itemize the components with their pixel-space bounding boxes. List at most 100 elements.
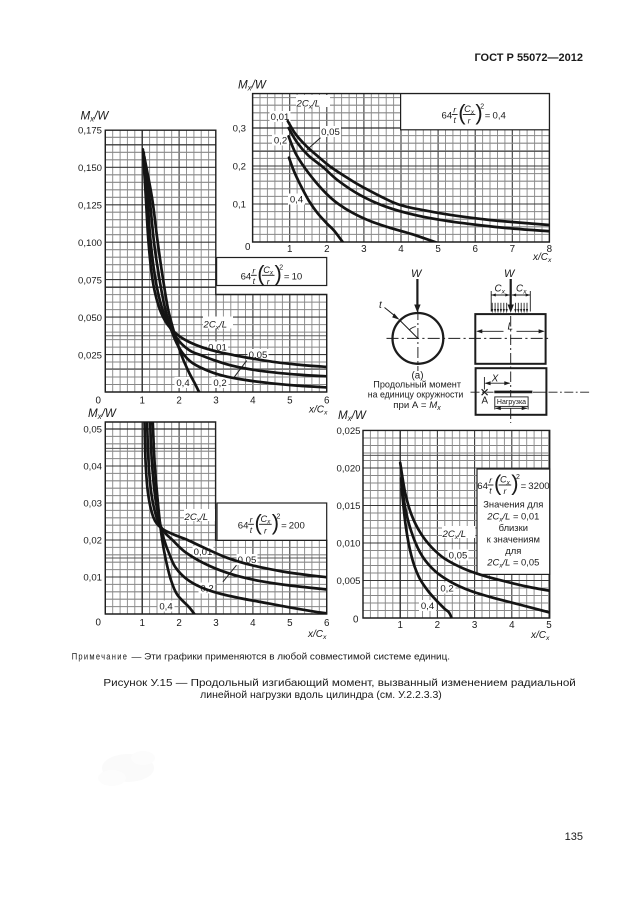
svg-text:0,1: 0,1 [233, 199, 246, 210]
svg-text:(а): (а) [412, 371, 424, 382]
svg-text:6: 6 [324, 396, 330, 407]
svg-text:к значениям: к значениям [487, 534, 540, 545]
svg-text:0,015: 0,015 [336, 501, 360, 512]
svg-text:2: 2 [435, 620, 440, 631]
svg-text:r: r [453, 105, 457, 115]
svg-text:Cx: Cx [260, 514, 271, 526]
svg-text:x/Cx: x/Cx [532, 252, 552, 264]
svg-text:Cx: Cx [263, 265, 274, 277]
svg-text:Нагрузка: Нагрузка [497, 399, 526, 406]
svg-text:t: t [253, 276, 256, 286]
svg-text:3: 3 [213, 396, 219, 407]
svg-text:r: r [252, 265, 256, 275]
svg-text:0: 0 [353, 615, 359, 626]
svg-text:r: r [503, 486, 507, 496]
svg-text:x/Cx: x/Cx [307, 629, 327, 641]
svg-text:t: t [454, 115, 457, 125]
svg-text:0,05: 0,05 [83, 424, 102, 435]
svg-text:0,3: 0,3 [233, 123, 246, 134]
svg-text:(: ( [494, 471, 502, 496]
svg-text:3: 3 [361, 244, 367, 255]
svg-text:): ) [275, 261, 282, 286]
svg-text:t: t [379, 300, 383, 311]
svg-text:64: 64 [238, 520, 249, 531]
svg-text:2: 2 [279, 265, 283, 272]
svg-text:X: X [491, 373, 499, 384]
svg-text:7: 7 [510, 244, 515, 255]
svg-text:0: 0 [96, 618, 102, 629]
svg-text:0,020: 0,020 [336, 463, 360, 474]
svg-text:): ) [272, 510, 279, 535]
svg-text:0,4: 0,4 [159, 602, 173, 613]
svg-text:5: 5 [287, 396, 293, 407]
svg-text:0,025: 0,025 [336, 426, 360, 437]
svg-text:ГОСТ Р 55072—2012: ГОСТ Р 55072—2012 [474, 52, 583, 64]
svg-text:x/Cx: x/Cx [530, 630, 550, 642]
svg-text:0,050: 0,050 [78, 313, 102, 324]
svg-text:1: 1 [397, 620, 402, 631]
svg-text:1: 1 [287, 244, 292, 255]
svg-text:— Эти графики применяются в лю: — Эти графики применяются в любой совмес… [132, 652, 450, 662]
svg-text:64: 64 [241, 271, 252, 282]
svg-text:r: r [489, 475, 493, 485]
svg-text:0,02: 0,02 [83, 535, 102, 546]
svg-text:5: 5 [546, 620, 552, 631]
svg-text:=: = [521, 481, 527, 492]
svg-text:0,125: 0,125 [78, 201, 102, 212]
svg-text:0,4: 0,4 [176, 378, 190, 389]
svg-text:Cx: Cx [464, 104, 475, 116]
svg-text:для: для [505, 545, 521, 556]
svg-text:1: 1 [139, 396, 144, 407]
svg-text:135: 135 [565, 831, 583, 843]
svg-text:0,2: 0,2 [233, 161, 246, 172]
svg-text:3: 3 [472, 620, 478, 631]
svg-text:x/Cx: x/Cx [308, 405, 328, 417]
svg-text:Примечание: Примечание [72, 652, 129, 662]
svg-text:0,03: 0,03 [83, 498, 102, 509]
svg-text:0,05: 0,05 [321, 127, 340, 138]
svg-text:r: r [267, 276, 271, 286]
svg-text:2Cx/L = 0,05: 2Cx/L = 0,05 [486, 557, 539, 570]
svg-text:Mx/W: Mx/W [88, 407, 117, 421]
svg-text:0,2: 0,2 [440, 584, 453, 595]
svg-text:близки: близки [499, 522, 528, 533]
svg-text:2: 2 [324, 244, 329, 255]
svg-text:=: = [485, 111, 491, 122]
svg-text:при А = Mx: при А = Mx [393, 400, 441, 412]
svg-text:4: 4 [398, 244, 404, 255]
svg-text:2: 2 [480, 104, 484, 111]
svg-text:0,04: 0,04 [83, 461, 102, 472]
svg-text:2Cx/L: 2Cx/L [442, 529, 467, 541]
svg-text:2Cx/L: 2Cx/L [184, 512, 209, 524]
svg-text:(: ( [255, 510, 263, 535]
svg-text:0,100: 0,100 [78, 238, 102, 249]
svg-text:0,05: 0,05 [238, 555, 257, 566]
svg-text:64: 64 [477, 481, 488, 492]
svg-text:4: 4 [250, 618, 256, 629]
svg-text:2Cx/L: 2Cx/L [203, 320, 228, 332]
svg-text:8: 8 [547, 244, 553, 255]
svg-text:1: 1 [139, 618, 144, 629]
svg-text:0,175: 0,175 [78, 126, 102, 137]
svg-text:4: 4 [250, 396, 256, 407]
svg-text:0,01: 0,01 [271, 112, 290, 123]
svg-text:2: 2 [516, 474, 520, 481]
svg-text:0: 0 [96, 396, 102, 407]
svg-text:6: 6 [324, 618, 330, 629]
svg-text:0,005: 0,005 [336, 576, 360, 587]
svg-text:200: 200 [289, 520, 305, 531]
svg-text:0,01: 0,01 [208, 343, 227, 354]
svg-text:Продольный момент: Продольный момент [373, 380, 461, 391]
svg-text:): ) [475, 100, 482, 125]
svg-text:0,4: 0,4 [493, 111, 507, 122]
svg-text:3200: 3200 [528, 481, 549, 492]
svg-text:Mx/W: Mx/W [338, 409, 367, 423]
svg-text:(: ( [458, 100, 466, 125]
svg-text:t: t [250, 525, 253, 535]
svg-text:0,2: 0,2 [213, 378, 226, 389]
svg-text:0,150: 0,150 [78, 163, 102, 174]
svg-text:Mx/W: Mx/W [238, 79, 267, 93]
svg-text:Значения для: Значения для [483, 499, 543, 510]
svg-text:0,025: 0,025 [78, 350, 102, 361]
svg-text:6: 6 [472, 244, 478, 255]
